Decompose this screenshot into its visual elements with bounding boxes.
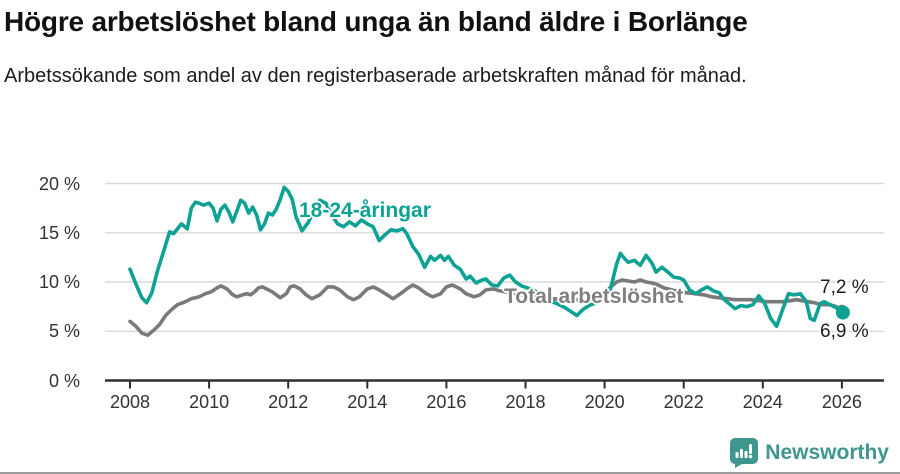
x-axis-tick-label: 2016	[426, 392, 467, 412]
y-axis-tick-label: 0 %	[48, 370, 80, 391]
y-axis-tick-label: 20 %	[38, 173, 80, 194]
end-value-label-youth: 6,9 %	[820, 321, 869, 342]
x-axis-tick-label: 2018	[505, 392, 546, 412]
x-axis-tick-label: 2022	[663, 392, 704, 412]
x-axis-tick-label: 2012	[268, 392, 309, 412]
newsworthy-branding[interactable]: Newsworthy	[730, 438, 889, 468]
x-axis-tick-label: 2026	[821, 392, 862, 412]
series-line-total	[128, 278, 844, 338]
newsworthy-logo-icon	[730, 438, 759, 468]
series-line-youth	[128, 185, 844, 329]
x-axis-tick-label: 2020	[584, 392, 625, 412]
chart-subtitle: Arbetssökande som andel av den registerb…	[4, 65, 747, 87]
newsworthy-logo-text: Newsworthy	[765, 441, 889, 464]
x-axis-tick-label: 2008	[109, 392, 151, 412]
y-axis-tick-label: 10 %	[38, 272, 80, 292]
series-label-youth: 18-24-åringar	[299, 199, 431, 222]
chart-title: Högre arbetslöshet bland unga än bland ä…	[4, 6, 748, 37]
x-axis-tick-label: 2024	[742, 392, 783, 412]
series-label-total: Total arbetslöshet	[504, 285, 684, 308]
y-axis-tick-label: 15 %	[38, 222, 80, 243]
end-dot-youth	[835, 305, 850, 320]
end-value-label-total: 7,2 %	[820, 277, 869, 298]
x-axis-tick-label: 2010	[189, 392, 230, 412]
y-axis-tick-label: 5 %	[48, 321, 80, 342]
x-axis-tick-label: 2014	[347, 392, 388, 412]
